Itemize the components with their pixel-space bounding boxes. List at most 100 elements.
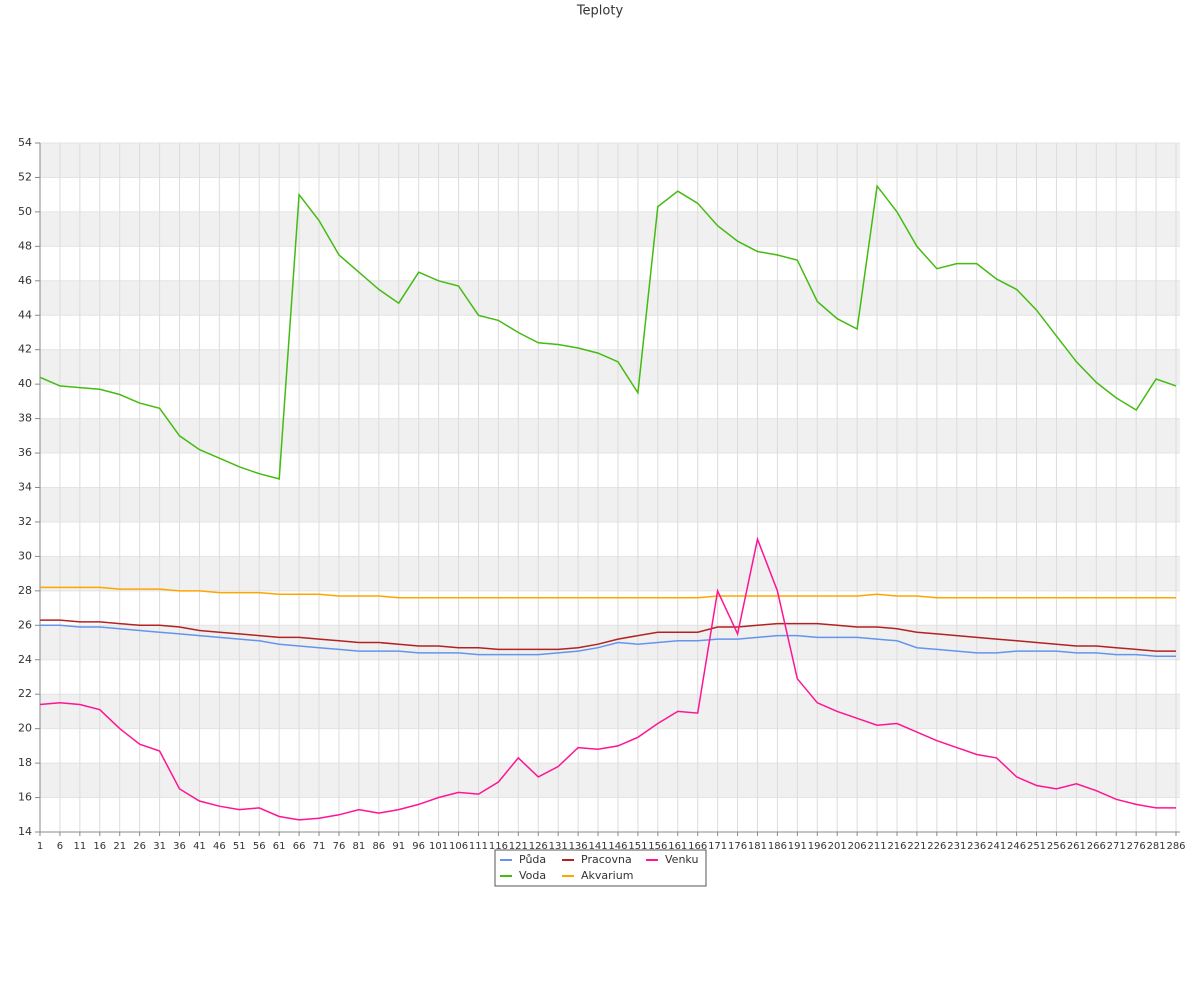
x-tick-label: 81 bbox=[353, 841, 366, 852]
x-tick-label: 196 bbox=[808, 841, 827, 852]
x-tick-label: 46 bbox=[213, 841, 226, 852]
series-line bbox=[40, 619, 1176, 652]
x-tick-label: 156 bbox=[648, 841, 667, 852]
y-tick-label: 38 bbox=[18, 412, 32, 425]
y-tick-label: 40 bbox=[18, 377, 32, 390]
x-tick-label: 286 bbox=[1166, 841, 1185, 852]
x-tick-label: 86 bbox=[372, 841, 385, 852]
y-tick-label: 36 bbox=[18, 446, 32, 459]
x-tick-label: 171 bbox=[708, 841, 727, 852]
x-tick-label: 56 bbox=[253, 841, 266, 852]
x-tick-label: 66 bbox=[293, 841, 306, 852]
x-tick-label: 181 bbox=[748, 841, 767, 852]
y-tick-label: 22 bbox=[18, 687, 32, 700]
x-tick-label: 51 bbox=[233, 841, 246, 852]
x-tick-label: 231 bbox=[947, 841, 966, 852]
legend-label: Akvarium bbox=[581, 869, 633, 882]
x-tick-label: 146 bbox=[608, 841, 627, 852]
x-tick-label: 186 bbox=[768, 841, 787, 852]
legend-label: Půda bbox=[519, 853, 546, 866]
x-tick-label: 261 bbox=[1067, 841, 1086, 852]
x-tick-label: 211 bbox=[868, 841, 887, 852]
legend-box bbox=[494, 849, 707, 887]
series-line bbox=[39, 536, 1176, 821]
x-tick-label: 41 bbox=[193, 841, 206, 852]
x-tick-label: 276 bbox=[1127, 841, 1146, 852]
series-line bbox=[40, 586, 1176, 599]
legend-label: Pracovna bbox=[581, 853, 632, 866]
x-tick-label: 251 bbox=[1027, 841, 1046, 852]
series-line bbox=[40, 624, 1176, 658]
y-tick-label: 46 bbox=[18, 274, 32, 287]
x-tick-label: 246 bbox=[1007, 841, 1026, 852]
y-tick-label: 42 bbox=[18, 343, 32, 356]
y-tick-label: 18 bbox=[18, 756, 32, 769]
x-tick-label: 126 bbox=[529, 841, 548, 852]
x-tick-label: 21 bbox=[113, 841, 126, 852]
x-tick-label: 91 bbox=[392, 841, 405, 852]
x-tick-label: 11 bbox=[73, 841, 86, 852]
x-tick-label: 161 bbox=[668, 841, 687, 852]
x-tick-label: 166 bbox=[688, 841, 707, 852]
x-tick-label: 191 bbox=[788, 841, 807, 852]
x-tick-label: 26 bbox=[133, 841, 146, 852]
grid-band bbox=[40, 487, 1180, 522]
x-tick-label: 76 bbox=[333, 841, 346, 852]
y-tick-label: 30 bbox=[18, 549, 32, 562]
grid-band bbox=[40, 143, 1180, 178]
y-tick-label: 32 bbox=[18, 515, 32, 528]
x-tick-label: 121 bbox=[509, 841, 528, 852]
x-tick-label: 141 bbox=[588, 841, 607, 852]
x-tick-label: 61 bbox=[273, 841, 286, 852]
x-tick-label: 221 bbox=[907, 841, 926, 852]
x-tick-label: 1 bbox=[37, 841, 43, 852]
grid-band bbox=[40, 763, 1180, 798]
grid-band bbox=[40, 349, 1180, 385]
y-tick-label: 26 bbox=[18, 618, 32, 631]
x-tick-label: 151 bbox=[628, 841, 647, 852]
x-tick-label: 101 bbox=[429, 841, 448, 852]
y-tick-label: 16 bbox=[18, 791, 32, 804]
x-tick-label: 136 bbox=[569, 841, 588, 852]
x-tick-label: 36 bbox=[173, 841, 186, 852]
x-tick-label: 71 bbox=[313, 841, 326, 852]
grid-band bbox=[40, 280, 1180, 316]
y-tick-label: 54 bbox=[18, 136, 32, 149]
chart-title: Teploty bbox=[576, 4, 624, 19]
x-tick-label: 206 bbox=[848, 841, 867, 852]
y-tick-label: 48 bbox=[18, 239, 32, 252]
x-tick-label: 16 bbox=[93, 841, 106, 852]
legend-label: Voda bbox=[519, 869, 546, 882]
grid-band bbox=[40, 556, 1180, 591]
x-tick-label: 271 bbox=[1107, 841, 1126, 852]
y-tick-label: 44 bbox=[18, 308, 32, 321]
x-tick-label: 241 bbox=[987, 841, 1006, 852]
x-tick-label: 226 bbox=[927, 841, 946, 852]
y-tick-label: 52 bbox=[18, 170, 32, 183]
x-tick-label: 281 bbox=[1147, 841, 1166, 852]
grid-band bbox=[40, 694, 1180, 729]
plot-background bbox=[40, 143, 1180, 798]
y-tick-label: 50 bbox=[18, 205, 32, 218]
y-tick-label: 24 bbox=[18, 653, 32, 666]
x-tick-label: 31 bbox=[153, 841, 166, 852]
y-tick-label: 14 bbox=[18, 825, 32, 838]
x-tick-label: 131 bbox=[549, 841, 568, 852]
y-tick-label: 20 bbox=[18, 722, 32, 735]
x-tick-label: 201 bbox=[828, 841, 847, 852]
x-tick-label: 116 bbox=[489, 841, 508, 852]
y-tick-label: 34 bbox=[18, 481, 32, 494]
series-line bbox=[39, 184, 1177, 480]
x-tick-label: 96 bbox=[412, 841, 425, 852]
grid-band bbox=[40, 625, 1180, 660]
x-tick-label: 216 bbox=[887, 841, 906, 852]
x-tick-label: 111 bbox=[469, 841, 488, 852]
x-tick-label: 256 bbox=[1047, 841, 1066, 852]
x-tick-label: 266 bbox=[1087, 841, 1106, 852]
x-tick-label: 236 bbox=[967, 841, 986, 852]
grid-band bbox=[40, 418, 1180, 454]
x-tick-label: 176 bbox=[728, 841, 747, 852]
legend-label: Venku bbox=[665, 853, 698, 866]
x-tick-label: 6 bbox=[57, 841, 63, 852]
